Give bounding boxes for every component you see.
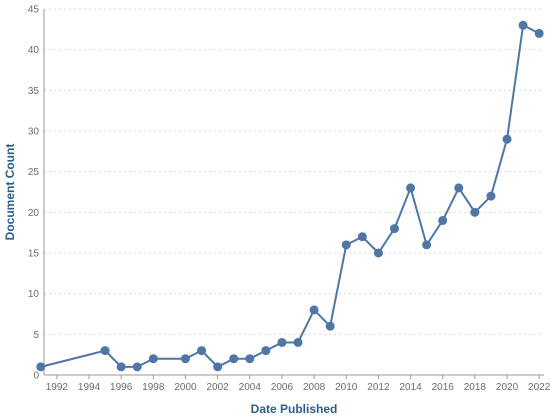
y-tick-label: 5 bbox=[33, 330, 39, 341]
y-tick-label: 15 bbox=[28, 249, 40, 260]
axis-layer bbox=[43, 9, 544, 379]
data-point bbox=[213, 362, 223, 372]
data-point bbox=[438, 215, 448, 225]
series-layer bbox=[36, 20, 544, 372]
y-tick-label: 40 bbox=[28, 45, 40, 56]
x-tick-label: 2014 bbox=[399, 382, 422, 393]
y-tick-label: 30 bbox=[28, 127, 40, 138]
data-point bbox=[100, 346, 110, 356]
x-tick-label: 2018 bbox=[464, 382, 487, 393]
y-tick-labels: 0 5 10 15 20 25 30 35 40 45 bbox=[28, 5, 40, 382]
data-point bbox=[229, 354, 239, 364]
data-point bbox=[422, 240, 432, 250]
data-point bbox=[148, 354, 158, 364]
data-point bbox=[389, 224, 399, 234]
data-point bbox=[180, 354, 190, 364]
data-point bbox=[470, 207, 480, 217]
x-tick-label: 2012 bbox=[367, 382, 390, 393]
data-point bbox=[486, 191, 496, 201]
x-tick-labels: 1992 1994 1996 1998 2000 2002 2004 2006 2008 2010… bbox=[46, 382, 550, 393]
x-tick-label: 2022 bbox=[528, 382, 550, 393]
x-tick-label: 2008 bbox=[303, 382, 326, 393]
x-tick-label: 1992 bbox=[46, 382, 69, 393]
data-point bbox=[309, 305, 319, 315]
y-tick-label: 0 bbox=[33, 371, 39, 382]
data-point bbox=[341, 240, 351, 250]
data-point bbox=[518, 20, 528, 30]
x-tick-label: 2006 bbox=[271, 382, 294, 393]
data-point bbox=[373, 248, 383, 258]
y-tick-label: 35 bbox=[28, 86, 40, 97]
x-tick-label: 2000 bbox=[174, 382, 197, 393]
data-point bbox=[357, 232, 367, 242]
y-tick-label: 25 bbox=[28, 167, 40, 178]
data-point bbox=[116, 362, 126, 372]
x-tick-label: 2020 bbox=[496, 382, 519, 393]
y-tick-label: 10 bbox=[28, 289, 40, 300]
y-axis-title: Document Count bbox=[3, 144, 17, 241]
x-tick-label: 2002 bbox=[207, 382, 230, 393]
data-point bbox=[325, 321, 335, 331]
x-tick-label: 1996 bbox=[110, 382, 133, 393]
x-tick-label: 2010 bbox=[335, 382, 358, 393]
data-point bbox=[197, 346, 207, 356]
data-point bbox=[36, 362, 46, 372]
data-point bbox=[406, 183, 416, 193]
x-tick-label: 2016 bbox=[432, 382, 455, 393]
x-tick-label: 1994 bbox=[78, 382, 101, 393]
grid-layer bbox=[44, 8, 544, 335]
series-line bbox=[40, 24, 540, 368]
data-point bbox=[502, 134, 512, 144]
y-tick-label: 20 bbox=[28, 208, 40, 219]
data-point bbox=[132, 362, 142, 372]
data-point bbox=[454, 183, 464, 193]
data-point bbox=[534, 28, 544, 38]
x-tick-label: 2004 bbox=[239, 382, 262, 393]
data-point bbox=[293, 337, 303, 347]
x-axis-title: Date Published bbox=[251, 402, 338, 416]
data-point bbox=[261, 346, 271, 356]
y-tick-label: 45 bbox=[28, 5, 40, 16]
x-tick-label: 1998 bbox=[142, 382, 165, 393]
data-point bbox=[277, 337, 287, 347]
data-point bbox=[245, 354, 255, 364]
